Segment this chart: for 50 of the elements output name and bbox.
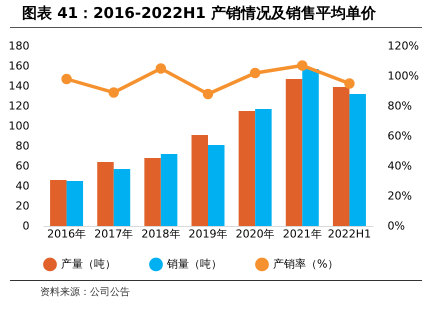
y2-tick-label: 60% bbox=[388, 130, 412, 142]
chart-title: 图表 41：2016-2022H1 产销情况及销售平均单价 bbox=[10, 0, 422, 28]
y-tick-label: 100 bbox=[8, 120, 30, 132]
y2-tick-label: 40% bbox=[388, 160, 412, 172]
point bbox=[202, 88, 214, 100]
bar bbox=[349, 94, 366, 226]
y2-tick-label: 120% bbox=[388, 40, 419, 52]
point bbox=[108, 87, 119, 98]
bar bbox=[144, 158, 161, 226]
bar bbox=[160, 154, 178, 226]
bar bbox=[114, 169, 130, 226]
point bbox=[61, 74, 72, 84]
x-tick-label: 2018年 bbox=[141, 228, 180, 240]
y-tick-label: 140 bbox=[8, 80, 30, 92]
bar bbox=[66, 181, 84, 226]
bar bbox=[208, 145, 224, 226]
bar bbox=[302, 69, 319, 226]
y-tick-label: 180 bbox=[8, 40, 30, 52]
point bbox=[344, 78, 355, 89]
bar bbox=[50, 180, 67, 226]
bar bbox=[286, 79, 302, 226]
legend-label: 产销率（%） bbox=[273, 257, 338, 270]
y-tick-label: 120 bbox=[8, 100, 30, 112]
y2-tick-label: 100% bbox=[388, 70, 419, 82]
bar bbox=[97, 162, 114, 226]
y-tick-label: 80 bbox=[16, 140, 30, 152]
legend-label: 销量（吨） bbox=[166, 257, 222, 270]
y2-tick-label: 80% bbox=[388, 100, 412, 112]
point bbox=[250, 68, 260, 78]
text: 资料来源：公司公告 bbox=[10, 280, 422, 299]
point bbox=[156, 63, 166, 74]
x-tick-label: 2016年 bbox=[47, 228, 86, 240]
legend-label: 产量（吨） bbox=[61, 257, 116, 270]
x-tick-label: 2019年 bbox=[188, 228, 228, 240]
x-tick-label: 2020年 bbox=[236, 228, 275, 240]
y-tick-label: 60 bbox=[16, 160, 30, 172]
bar bbox=[192, 135, 208, 226]
x-tick-label: 2022H1 bbox=[328, 228, 372, 240]
y-tick-label: 0 bbox=[22, 220, 30, 232]
x-tick-label: 2017年 bbox=[94, 228, 134, 240]
bar bbox=[255, 109, 272, 226]
point bbox=[297, 60, 308, 71]
y-tick-label: 160 bbox=[8, 60, 30, 72]
y2-tick-label: 0% bbox=[388, 220, 405, 232]
y2-tick-label: 20% bbox=[388, 190, 412, 202]
bar bbox=[238, 111, 256, 226]
y-tick-label: 20 bbox=[16, 200, 30, 212]
x-tick-label: 2021年 bbox=[282, 228, 322, 240]
y-tick-label: 40 bbox=[16, 180, 30, 192]
bar bbox=[332, 87, 350, 226]
